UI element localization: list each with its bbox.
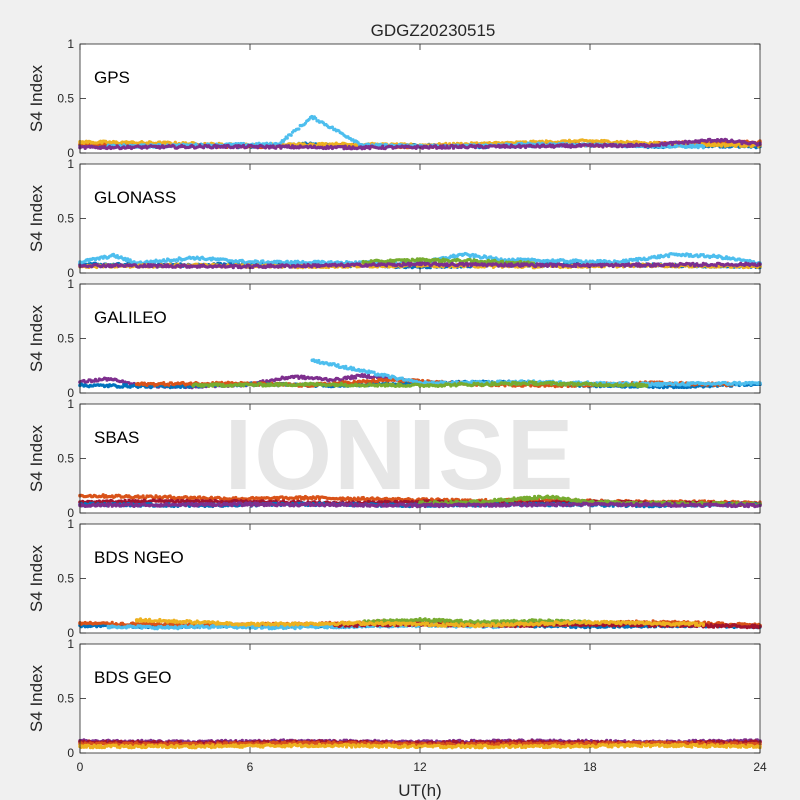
data-point [418,262,422,267]
data-point [418,258,422,262]
panel-background [80,44,760,153]
data-point [285,136,289,140]
data-point [701,144,706,149]
data-point [715,254,720,259]
data-point [460,252,465,257]
y-tick-label: 1 [67,157,74,171]
data-point [673,252,677,257]
data-point [361,260,366,264]
data-point [310,115,315,119]
y-tick-label: 0.5 [57,212,74,226]
data-point [112,253,116,258]
y-axis-label: S4 Index [27,184,46,252]
y-axis-label: S4 Index [27,64,46,132]
data-point [289,133,293,137]
data-point [715,138,720,142]
data-point [503,144,507,149]
panel-label: GPS [94,68,130,87]
data-point [297,127,301,131]
y-tick-label: 0.5 [57,92,74,106]
data-point [588,263,592,268]
data-point [191,255,196,260]
panel-data [78,114,762,151]
data-point [644,143,649,148]
data-point [219,144,224,149]
y-tick-label: 1 [67,37,74,51]
chart-title: GDGZ20230515 [371,21,496,40]
panel-background [80,284,760,393]
panel-label: GLONASS [94,188,176,207]
data-point [361,145,366,150]
